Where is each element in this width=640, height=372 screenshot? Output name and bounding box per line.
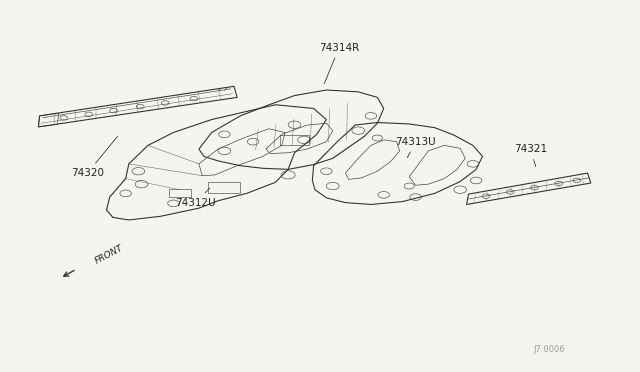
Text: 74312U: 74312U — [175, 188, 216, 208]
Text: 74320: 74320 — [71, 137, 118, 178]
Text: J7·0006: J7·0006 — [534, 345, 565, 354]
Text: FRONT: FRONT — [94, 243, 125, 265]
Text: 74321: 74321 — [514, 144, 547, 167]
Text: 74313U: 74313U — [396, 137, 436, 158]
Text: 74314R: 74314R — [319, 42, 359, 84]
